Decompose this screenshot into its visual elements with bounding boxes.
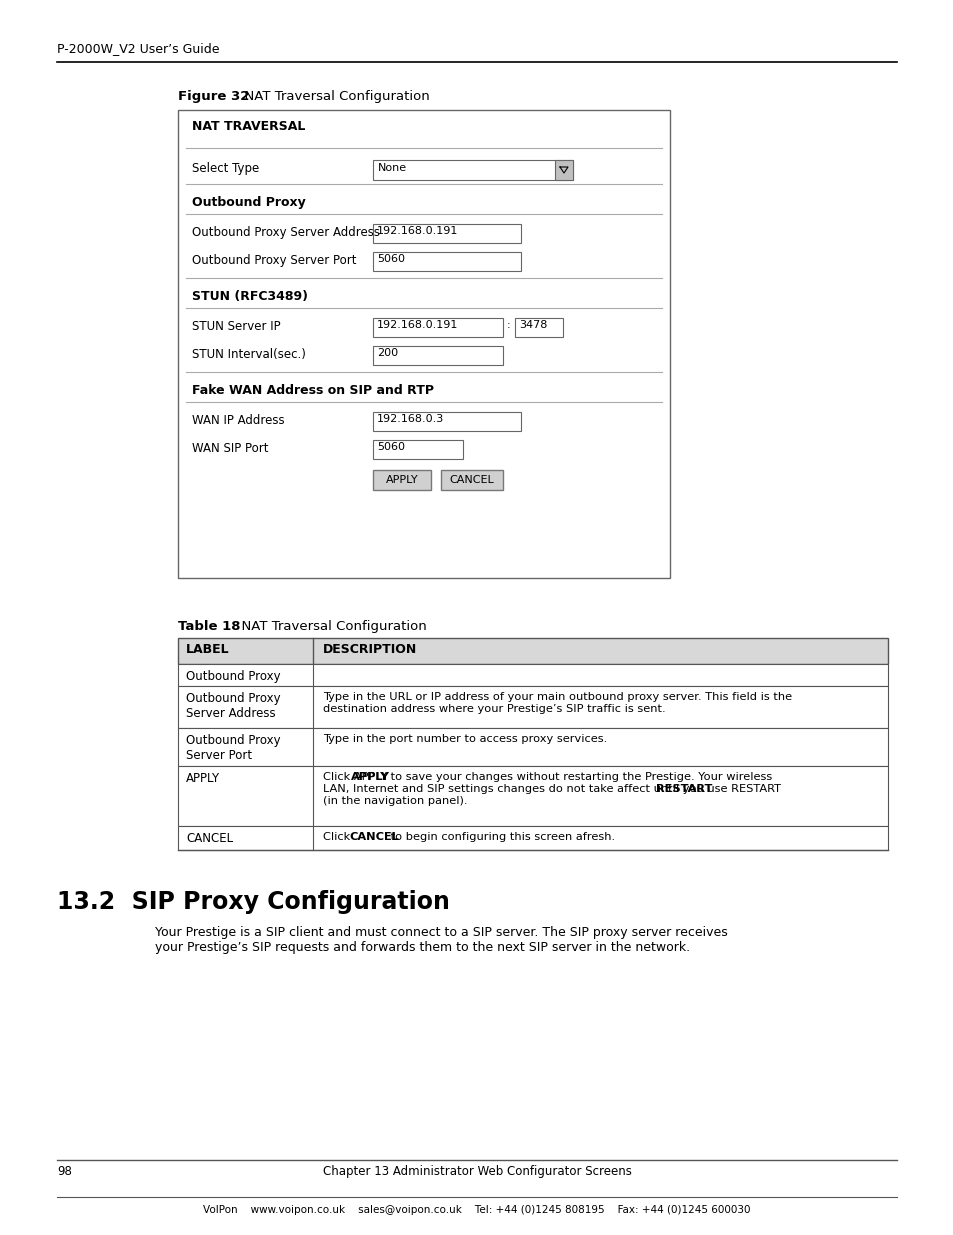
Text: Type in the URL or IP address of your main outbound proxy server. This field is : Type in the URL or IP address of your ma…: [323, 692, 791, 701]
Text: your Prestige’s SIP requests and forwards them to the next SIP server in the net: your Prestige’s SIP requests and forward…: [154, 941, 689, 953]
Text: Outbound Proxy: Outbound Proxy: [186, 671, 280, 683]
Text: Outbound Proxy
Server Port: Outbound Proxy Server Port: [186, 734, 280, 762]
Text: CANCEL: CANCEL: [349, 832, 398, 842]
Text: STUN Interval(sec.): STUN Interval(sec.): [192, 348, 306, 361]
Text: Figure 32: Figure 32: [178, 90, 249, 103]
Text: CANCEL: CANCEL: [449, 475, 494, 485]
Text: 3478: 3478: [518, 320, 547, 330]
Text: 192.168.0.191: 192.168.0.191: [376, 226, 457, 236]
Bar: [178, 727, 887, 766]
Bar: [178, 664, 887, 685]
Text: 192.168.0.191: 192.168.0.191: [376, 320, 457, 330]
Text: Outbound Proxy
Server Address: Outbound Proxy Server Address: [186, 692, 280, 720]
Bar: [178, 638, 887, 664]
Text: None: None: [377, 163, 407, 173]
Bar: [178, 685, 887, 727]
Bar: [373, 252, 520, 270]
Text: CANCEL: CANCEL: [186, 832, 233, 845]
Text: DESCRIPTION: DESCRIPTION: [323, 643, 416, 656]
Text: RESTART: RESTART: [655, 784, 711, 794]
Bar: [515, 317, 562, 337]
Text: destination address where your Prestige’s SIP traffic is sent.: destination address where your Prestige’…: [323, 704, 665, 714]
Text: Click: Click: [323, 832, 354, 842]
Text: NAT Traversal Configuration: NAT Traversal Configuration: [233, 620, 426, 634]
Bar: [178, 110, 669, 578]
Text: Type in the port number to access proxy services.: Type in the port number to access proxy …: [323, 734, 607, 743]
Text: LABEL: LABEL: [186, 643, 230, 656]
Text: Select Type: Select Type: [192, 162, 259, 175]
Bar: [555, 161, 573, 180]
Text: 192.168.0.3: 192.168.0.3: [376, 414, 444, 424]
Text: APPLY: APPLY: [351, 772, 390, 782]
Text: to begin configuring this screen afresh.: to begin configuring this screen afresh.: [387, 832, 615, 842]
Text: Outbound Proxy Server Address: Outbound Proxy Server Address: [192, 226, 379, 240]
Text: 200: 200: [376, 348, 397, 358]
Bar: [373, 412, 520, 431]
Text: WAN IP Address: WAN IP Address: [192, 414, 284, 427]
Text: Outbound Proxy Server Port: Outbound Proxy Server Port: [192, 254, 356, 267]
Bar: [178, 826, 887, 850]
Text: (in the navigation panel).: (in the navigation panel).: [323, 797, 467, 806]
Text: 5060: 5060: [376, 254, 405, 264]
Bar: [440, 471, 502, 490]
Text: LAN, Internet and SIP settings changes do not take affect until you use RESTART: LAN, Internet and SIP settings changes d…: [323, 784, 781, 794]
Text: STUN (RFC3489): STUN (RFC3489): [192, 290, 308, 303]
Bar: [178, 766, 887, 826]
Text: 13.2  SIP Proxy Configuration: 13.2 SIP Proxy Configuration: [57, 890, 450, 914]
Text: P-2000W_V2 User’s Guide: P-2000W_V2 User’s Guide: [57, 42, 219, 56]
Text: NAT TRAVERSAL: NAT TRAVERSAL: [192, 120, 305, 133]
Text: Outbound Proxy: Outbound Proxy: [192, 196, 305, 209]
Bar: [373, 161, 573, 180]
Text: APPLY: APPLY: [186, 772, 220, 785]
Bar: [373, 346, 502, 366]
Text: 98: 98: [57, 1165, 71, 1178]
Text: 5060: 5060: [376, 442, 405, 452]
Text: VoIPon    www.voipon.co.uk    sales@voipon.co.uk    Tel: +44 (0)1245 808195    F: VoIPon www.voipon.co.uk sales@voipon.co.…: [203, 1205, 750, 1215]
Bar: [373, 440, 462, 459]
Bar: [373, 471, 431, 490]
Text: Table 18: Table 18: [178, 620, 240, 634]
Text: NAT Traversal Configuration: NAT Traversal Configuration: [235, 90, 429, 103]
Text: Your Prestige is a SIP client and must connect to a SIP server. The SIP proxy se: Your Prestige is a SIP client and must c…: [154, 926, 727, 939]
Text: Chapter 13 Administrator Web Configurator Screens: Chapter 13 Administrator Web Configurato…: [322, 1165, 631, 1178]
Text: Fake WAN Address on SIP and RTP: Fake WAN Address on SIP and RTP: [192, 384, 434, 396]
Text: :: :: [506, 320, 510, 330]
Bar: [373, 224, 520, 243]
Bar: [373, 317, 502, 337]
Text: APPLY: APPLY: [385, 475, 417, 485]
Text: Click APPLY to save your changes without restarting the Prestige. Your wireless: Click APPLY to save your changes without…: [323, 772, 771, 782]
Text: WAN SIP Port: WAN SIP Port: [192, 442, 268, 454]
Text: STUN Server IP: STUN Server IP: [192, 320, 280, 333]
